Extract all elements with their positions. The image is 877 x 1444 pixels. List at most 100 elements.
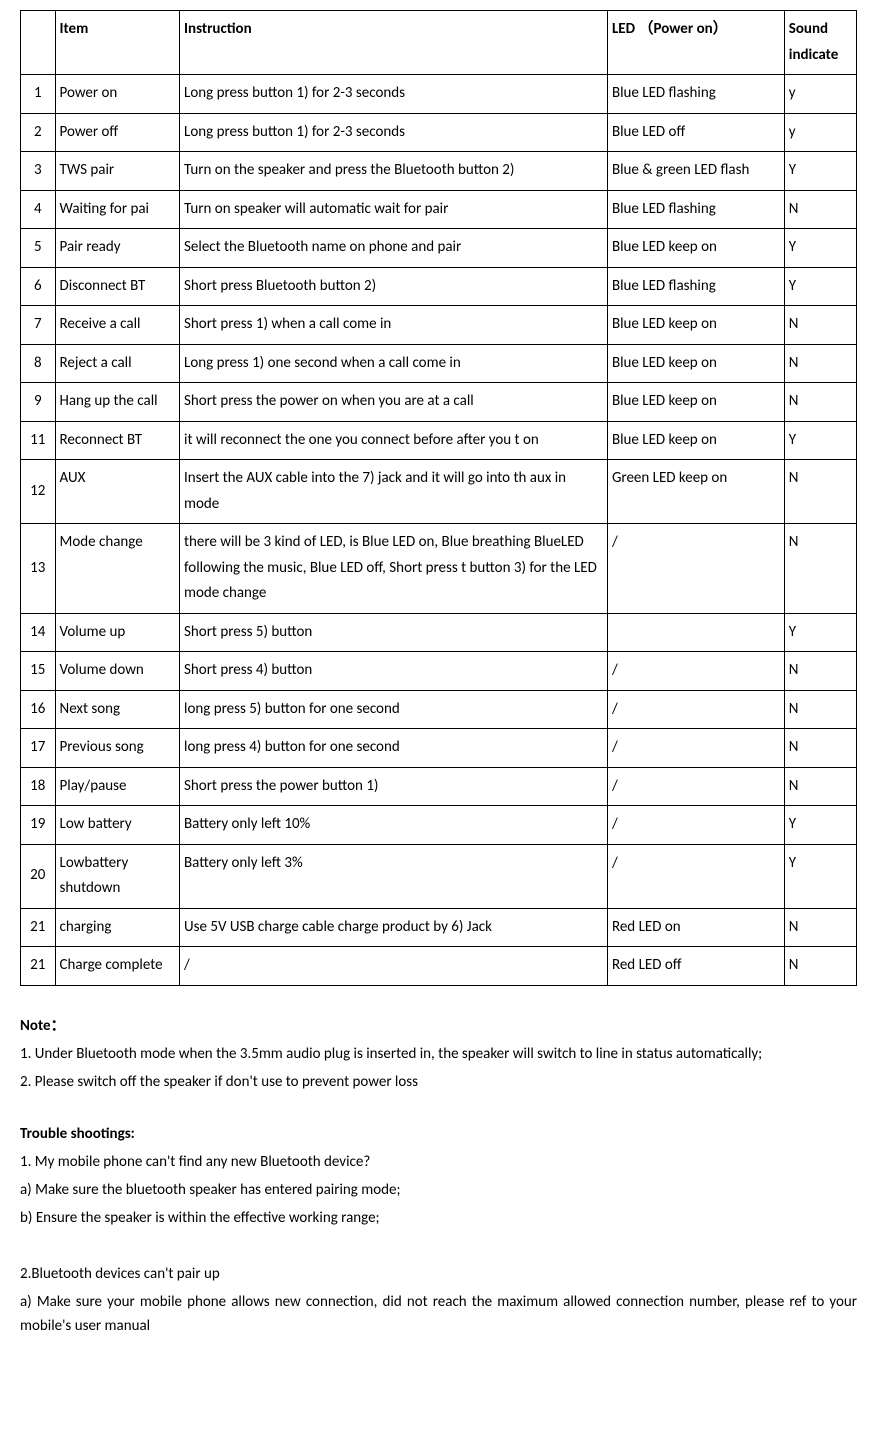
table-row: 2Power offLong press button 1) for 2-3 s…: [21, 113, 857, 152]
table-cell: /: [607, 767, 784, 806]
table-cell: Blue LED keep on: [607, 229, 784, 268]
table-cell: Charge complete: [55, 947, 180, 986]
table-cell: charging: [55, 908, 180, 947]
table-cell: 3: [21, 152, 56, 191]
table-cell: 12: [21, 460, 56, 524]
table-cell: Long press 1) one second when a call com…: [180, 344, 608, 383]
table-cell: AUX: [55, 460, 180, 524]
table-cell: Blue LED keep on: [607, 383, 784, 422]
table-cell: Blue & green LED flash: [607, 152, 784, 191]
table-header-row: Item Instruction LED （Power on） Sound in…: [21, 11, 857, 75]
table-cell: N: [784, 524, 856, 614]
table-row: 9Hang up the callShort press the power o…: [21, 383, 857, 422]
table-cell: /: [607, 844, 784, 908]
header-instruction: Instruction: [180, 11, 608, 75]
table-cell: N: [784, 947, 856, 986]
table-cell: Reconnect BT: [55, 421, 180, 460]
troubleshooting-line: b) Ensure the speaker is within the effe…: [20, 1206, 857, 1230]
table-cell: 21: [21, 947, 56, 986]
table-cell: /: [607, 652, 784, 691]
table-cell: Insert the AUX cable into the 7) jack an…: [180, 460, 608, 524]
table-cell: Red LED off: [607, 947, 784, 986]
table-cell: Short press the power on when you are at…: [180, 383, 608, 422]
table-row: 21chargingUse 5V USB charge cable charge…: [21, 908, 857, 947]
table-row: 14Volume upShort press 5) buttonY: [21, 613, 857, 652]
table-cell: Power on: [55, 75, 180, 114]
table-cell: Red LED on: [607, 908, 784, 947]
table-cell: Blue LED flashing: [607, 190, 784, 229]
table-cell: Next song: [55, 690, 180, 729]
table-cell: Hang up the call: [55, 383, 180, 422]
table-cell: 21: [21, 908, 56, 947]
table-cell: Select the Bluetooth name on phone and p…: [180, 229, 608, 268]
table-cell: Short press 4) button: [180, 652, 608, 691]
table-cell: Y: [784, 421, 856, 460]
table-row: 19Low batteryBattery only left 10%/Y: [21, 806, 857, 845]
table-cell: there will be 3 kind of LED, is Blue LED…: [180, 524, 608, 614]
header-sound: Sound indicate: [784, 11, 856, 75]
table-row: 13Mode changethere will be 3 kind of LED…: [21, 524, 857, 614]
table-cell: Power off: [55, 113, 180, 152]
troubleshooting-line: 1. My mobile phone can't find any new Bl…: [20, 1150, 857, 1174]
table-cell: N: [784, 767, 856, 806]
table-cell: Battery only left 10%: [180, 806, 608, 845]
table-cell: Y: [784, 152, 856, 191]
table-cell: 14: [21, 613, 56, 652]
table-cell: 19: [21, 806, 56, 845]
table-cell: Receive a call: [55, 306, 180, 345]
table-cell: 11: [21, 421, 56, 460]
table-cell: N: [784, 460, 856, 524]
table-cell: 16: [21, 690, 56, 729]
table-row: 6Disconnect BTShort press Bluetooth butt…: [21, 267, 857, 306]
table-cell: Reject a call: [55, 344, 180, 383]
table-row: 20Lowbattery shutdownBattery only left 3…: [21, 844, 857, 908]
table-cell: 9: [21, 383, 56, 422]
table-cell: Y: [784, 806, 856, 845]
table-cell: N: [784, 306, 856, 345]
table-cell: 1: [21, 75, 56, 114]
table-cell: Low battery: [55, 806, 180, 845]
table-cell: /: [607, 729, 784, 768]
table-cell: Y: [784, 267, 856, 306]
table-cell: Blue LED flashing: [607, 267, 784, 306]
table-cell: Blue LED keep on: [607, 306, 784, 345]
table-cell: Short press Bluetooth button 2): [180, 267, 608, 306]
troubleshooting-line: a) Make sure your mobile phone allows ne…: [20, 1290, 857, 1338]
table-cell: Mode change: [55, 524, 180, 614]
table-cell: TWS pair: [55, 152, 180, 191]
header-led: LED （Power on）: [607, 11, 784, 75]
table-cell: Waiting for pai: [55, 190, 180, 229]
note-line: 2. Please switch off the speaker if don'…: [20, 1070, 857, 1094]
table-row: 15Volume downShort press 4) button/N: [21, 652, 857, 691]
table-cell: Long press button 1) for 2-3 seconds: [180, 75, 608, 114]
table-cell: 4: [21, 190, 56, 229]
table-cell: Y: [784, 613, 856, 652]
table-cell: /: [607, 690, 784, 729]
table-cell: Disconnect BT: [55, 267, 180, 306]
table-cell: long press 4) button for one second: [180, 729, 608, 768]
table-cell: N: [784, 383, 856, 422]
table-cell: [607, 613, 784, 652]
table-cell: y: [784, 75, 856, 114]
table-row: 17Previous songlong press 4) button for …: [21, 729, 857, 768]
table-cell: it will reconnect the one you connect be…: [180, 421, 608, 460]
table-cell: Blue LED keep on: [607, 421, 784, 460]
table-cell: /: [180, 947, 608, 986]
table-cell: Blue LED keep on: [607, 344, 784, 383]
table-cell: Play/pause: [55, 767, 180, 806]
table-cell: N: [784, 344, 856, 383]
table-row: 3TWS pairTurn on the speaker and press t…: [21, 152, 857, 191]
table-cell: Previous song: [55, 729, 180, 768]
table-cell: 2: [21, 113, 56, 152]
table-row: 12AUXInsert the AUX cable into the 7) ja…: [21, 460, 857, 524]
table-cell: 7: [21, 306, 56, 345]
table-cell: Short press 5) button: [180, 613, 608, 652]
table-cell: Blue LED flashing: [607, 75, 784, 114]
table-cell: N: [784, 729, 856, 768]
troubleshooting-line: 2.Bluetooth devices can't pair up: [20, 1262, 857, 1286]
table-cell: 20: [21, 844, 56, 908]
troubleshooting-title: Trouble shootings:: [20, 1122, 857, 1146]
table-cell: Turn on the speaker and press the Blueto…: [180, 152, 608, 191]
table-row: 11Reconnect BTit will reconnect the one …: [21, 421, 857, 460]
table-row: 21Charge complete /Red LED offN: [21, 947, 857, 986]
